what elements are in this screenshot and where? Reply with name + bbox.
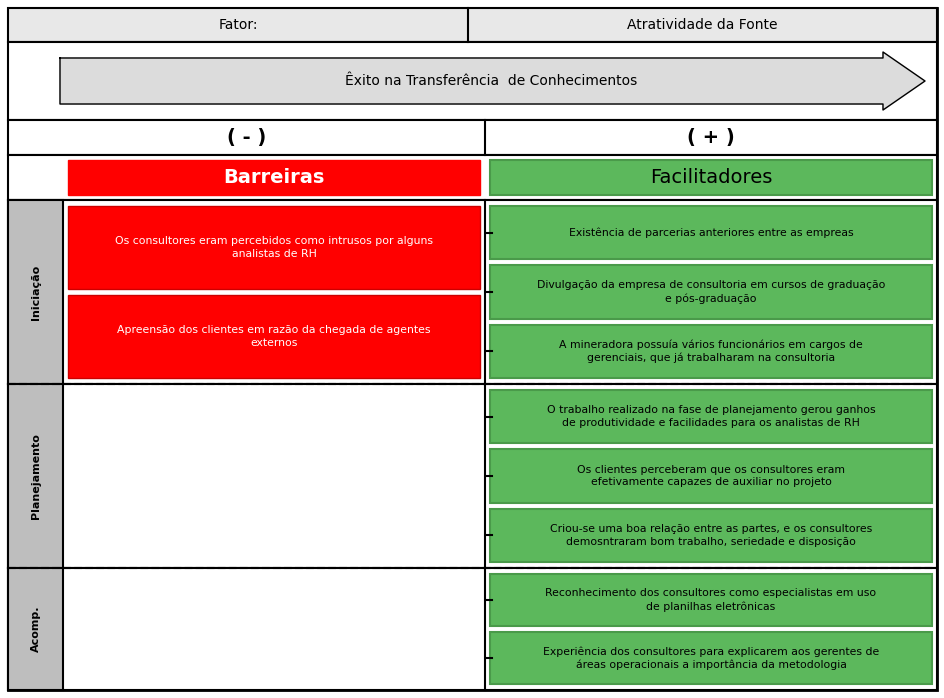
Bar	[68, 160, 480, 195]
Bar	[8, 384, 63, 568]
Bar	[8, 384, 936, 568]
Bar	[8, 8, 936, 42]
Text: ( + ): ( + )	[686, 128, 734, 147]
Text: Existência de parcerias anteriores entre as empreas: Existência de parcerias anteriores entre…	[568, 228, 852, 238]
Text: Divulgação da empresa de consultoria em cursos de graduação
e pós-graduação: Divulgação da empresa de consultoria em …	[536, 281, 885, 304]
Text: Iniciação: Iniciação	[30, 265, 41, 320]
Bar	[8, 42, 936, 120]
Text: Os clientes perceberam que os consultores eram
efetivamente capazes de auxiliar : Os clientes perceberam que os consultore…	[577, 465, 844, 487]
Bar	[68, 206, 480, 289]
Bar	[490, 509, 931, 562]
Text: Acomp.: Acomp.	[30, 606, 41, 652]
Text: Barreiras: Barreiras	[223, 168, 325, 187]
Text: O trabalho realizado na fase de planejamento gerou ganhos
de produtividade e fac: O trabalho realizado na fase de planejam…	[547, 406, 874, 428]
Bar	[490, 390, 931, 443]
Text: Apreensão dos clientes em razão da chegada de agentes
externos: Apreensão dos clientes em razão da chega…	[117, 325, 430, 348]
Bar	[490, 450, 931, 503]
Text: Planejamento: Planejamento	[30, 433, 41, 519]
Text: Facilitadores: Facilitadores	[649, 168, 771, 187]
Bar	[490, 574, 931, 626]
Bar	[8, 200, 936, 384]
Text: A mineradora possuía vários funcionários em cargos de
gerenciais, que já trabalh: A mineradora possuía vários funcionários…	[559, 339, 862, 363]
Text: ( - ): ( - )	[227, 128, 266, 147]
Text: Os consultores eram percebidos como intrusos por alguns
analistas de RH: Os consultores eram percebidos como intr…	[115, 237, 432, 259]
Polygon shape	[59, 52, 924, 110]
Text: Fator:: Fator:	[218, 18, 258, 32]
Text: Atratividade da Fonte: Atratividade da Fonte	[627, 18, 777, 32]
Bar	[8, 568, 936, 690]
Text: Êxito na Transferência  de Conhecimentos: Êxito na Transferência de Conhecimentos	[345, 74, 637, 88]
Bar	[8, 155, 936, 200]
Bar	[490, 206, 931, 260]
Bar	[8, 200, 63, 384]
Text: Criou-se uma boa relação entre as partes, e os consultores
demosntraram bom trab: Criou-se uma boa relação entre as partes…	[549, 524, 871, 547]
Bar	[490, 325, 931, 378]
Bar	[490, 160, 931, 195]
Text: Experiência dos consultores para explicarem aos gerentes de
áreas operacionais a: Experiência dos consultores para explica…	[542, 646, 878, 670]
Text: Reconhecimento dos consultores como especialistas em uso
de planilhas eletrônica: Reconhecimento dos consultores como espe…	[545, 588, 876, 611]
Bar	[68, 295, 480, 378]
Bar	[8, 120, 936, 155]
Bar	[490, 265, 931, 319]
Bar	[8, 568, 63, 690]
Bar	[490, 632, 931, 684]
